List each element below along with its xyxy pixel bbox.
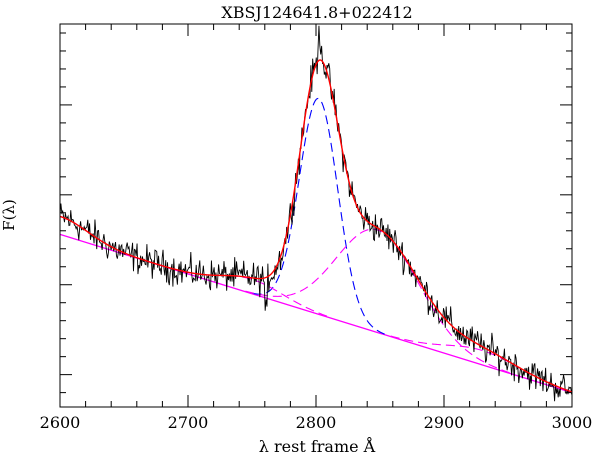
component-1-line [245, 228, 510, 374]
total-model-line [59, 59, 573, 393]
y-axis-label: F(λ) [0, 199, 18, 231]
x-tick-label: 2800 [296, 413, 337, 432]
x-tick-label: 2600 [40, 413, 81, 432]
observed-spectrum-series [59, 25, 573, 402]
x-axis-ticks [59, 24, 573, 407]
total-model-series [59, 59, 573, 393]
x-axis-label: λ rest frame Å [259, 436, 376, 456]
x-tick-label: 2900 [424, 413, 465, 432]
component-0-line [252, 97, 385, 335]
chart-title: XBSJ124641.8+022412 [221, 3, 412, 22]
x-tick-label: 2700 [168, 413, 209, 432]
x-axis-tick-labels: 2600 2700 2800 2900 3000 [40, 413, 593, 432]
axes: 2600 2700 2800 2900 3000 [40, 23, 593, 432]
x-tick-label: 3000 [552, 413, 593, 432]
plot-area [59, 25, 573, 402]
y-axis-ticks [60, 32, 572, 394]
observed-spectrum-line [59, 25, 573, 402]
